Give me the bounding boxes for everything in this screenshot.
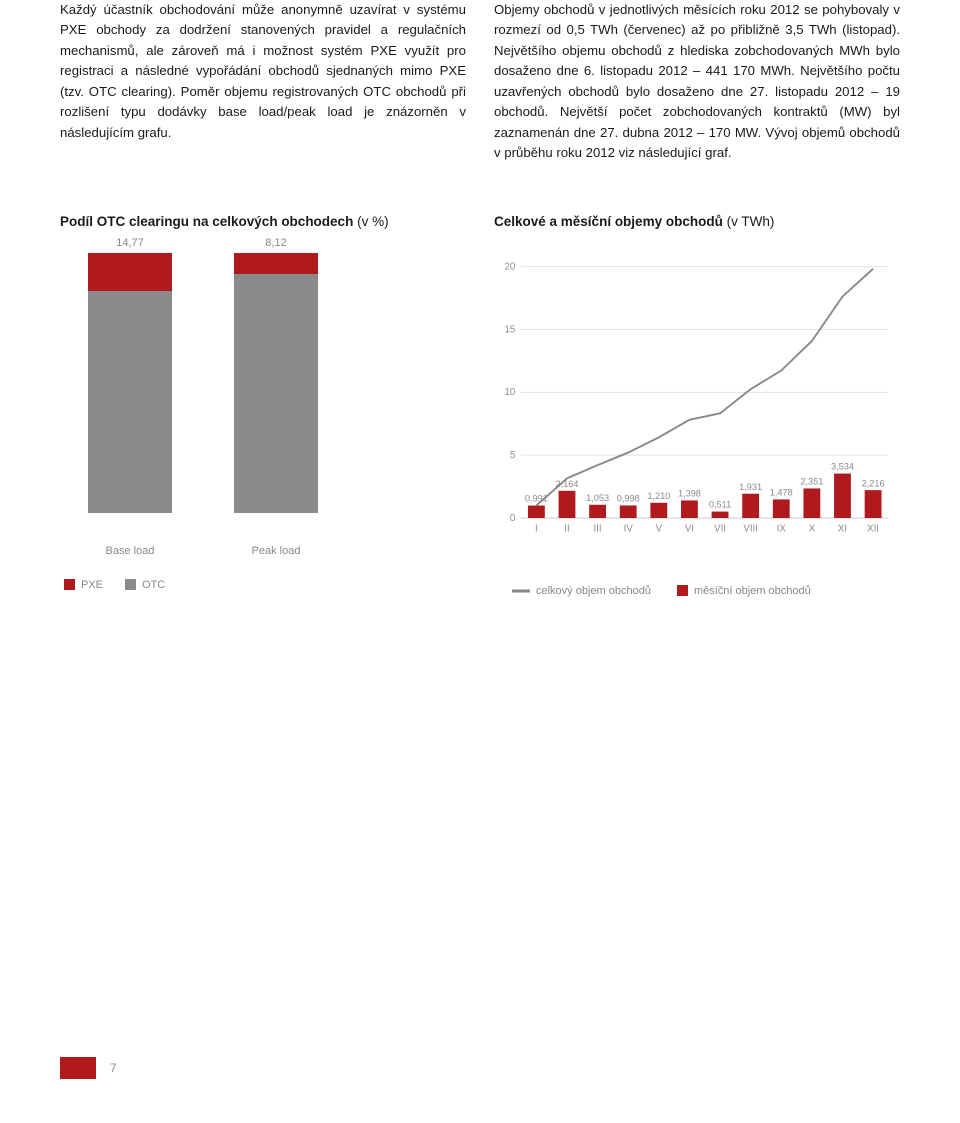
legend-line: celkový objem obchodů (512, 585, 651, 597)
legend-line-label: celkový objem obchodů (536, 585, 651, 597)
svg-text:0,511: 0,511 (709, 499, 731, 509)
combo-chart-svg: 051015200,991I2,164II1,053III0,998IV1,21… (494, 257, 900, 566)
left-paragraph: Každý účastník obchodování může anonymně… (60, 0, 466, 164)
svg-text:2,164: 2,164 (556, 479, 579, 489)
svg-text:VII: VII (714, 523, 726, 534)
svg-text:VIII: VIII (743, 523, 757, 534)
svg-text:VI: VI (685, 523, 694, 534)
svg-text:1,931: 1,931 (739, 481, 762, 491)
svg-text:10: 10 (505, 387, 516, 398)
line-icon (512, 586, 530, 596)
combo-title-rest: (v TWh) (723, 214, 775, 229)
stacked-bar: 14,7785,23Base load (88, 253, 172, 557)
svg-text:1,210: 1,210 (647, 491, 670, 501)
legend-otc-label: OTC (142, 579, 165, 591)
svg-text:V: V (656, 523, 663, 534)
page-number-accent (60, 1057, 96, 1079)
svg-text:1,053: 1,053 (586, 493, 609, 503)
legend-otc: OTC (125, 579, 165, 591)
legend-bar: měsíční objem obchodů (677, 585, 811, 597)
combo-chart-title: Celkové a měsíční objemy obchodů (v TWh) (494, 214, 900, 229)
svg-text:X: X (809, 523, 816, 534)
svg-text:II: II (564, 523, 569, 534)
stacked-chart-area: 14,7785,23Base load8,1291,88Peak load (60, 257, 466, 557)
right-paragraph: Objemy obchodů v jednotlivých měsících r… (494, 0, 900, 164)
svg-text:III: III (594, 523, 602, 534)
svg-text:IX: IX (777, 523, 787, 534)
svg-text:1,478: 1,478 (770, 487, 793, 497)
combo-title-bold: Celkové a měsíční objemy obchodů (494, 214, 723, 229)
charts-row: Podíl OTC clearingu na celkových obchode… (60, 214, 900, 597)
svg-text:1,398: 1,398 (678, 488, 701, 498)
page-number: 7 (96, 1061, 117, 1075)
swatch-bar (677, 585, 688, 596)
svg-text:0,998: 0,998 (617, 493, 640, 503)
swatch-otc (125, 579, 136, 590)
stacked-title-bold: Podíl OTC clearingu na celkových obchode… (60, 214, 353, 229)
combo-legend: celkový objem obchodů měsíční objem obch… (494, 585, 900, 597)
svg-text:15: 15 (505, 324, 516, 335)
combo-chart-panel: Celkové a měsíční objemy obchodů (v TWh)… (494, 214, 900, 597)
swatch-pxe (64, 579, 75, 590)
legend-pxe: PXE (64, 579, 103, 591)
svg-text:5: 5 (510, 450, 515, 461)
svg-text:2,351: 2,351 (800, 476, 823, 486)
intro-two-columns: Každý účastník obchodování může anonymně… (60, 0, 900, 164)
stacked-title-rest: (v %) (353, 214, 388, 229)
svg-text:3,534: 3,534 (831, 461, 854, 471)
svg-text:XII: XII (867, 523, 879, 534)
svg-text:20: 20 (505, 261, 516, 272)
stacked-chart-panel: Podíl OTC clearingu na celkových obchode… (60, 214, 466, 597)
stacked-legend: PXE OTC (60, 579, 466, 591)
page-number-bar: 7 (60, 1057, 117, 1079)
svg-text:2,216: 2,216 (862, 478, 885, 488)
svg-text:IV: IV (624, 523, 634, 534)
legend-pxe-label: PXE (81, 579, 103, 591)
svg-text:0: 0 (510, 513, 515, 524)
stacked-bar: 8,1291,88Peak load (234, 253, 318, 557)
legend-bar-label: měsíční objem obchodů (694, 585, 811, 597)
svg-text:I: I (535, 523, 538, 534)
stacked-chart-title: Podíl OTC clearingu na celkových obchode… (60, 214, 466, 229)
svg-text:XI: XI (838, 523, 847, 534)
